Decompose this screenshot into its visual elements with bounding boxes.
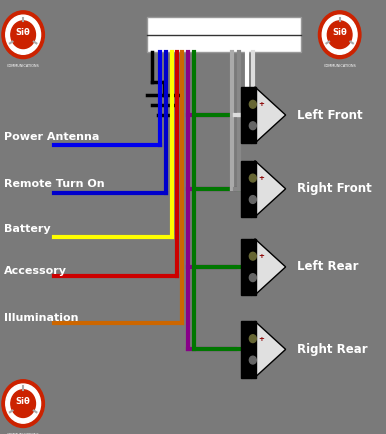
Text: +: + (258, 335, 264, 342)
Circle shape (11, 21, 36, 49)
Text: Left Front: Left Front (297, 108, 363, 122)
Bar (241, 161, 251, 217)
Text: Right Rear: Right Rear (297, 343, 368, 356)
Bar (251, 321, 256, 378)
Text: +: + (258, 175, 264, 181)
Circle shape (2, 11, 44, 59)
Bar (251, 239, 256, 295)
Circle shape (249, 174, 256, 182)
Text: COMMUNICATIONS: COMMUNICATIONS (7, 433, 39, 434)
Text: Siθ: Siθ (16, 29, 30, 37)
Text: Left Rear: Left Rear (297, 260, 359, 273)
Text: Power Antenna: Power Antenna (4, 132, 99, 142)
Bar (251, 87, 256, 143)
Polygon shape (255, 161, 286, 217)
Circle shape (327, 21, 352, 49)
Text: Illumination: Illumination (4, 312, 78, 323)
Polygon shape (255, 87, 286, 143)
Bar (241, 321, 251, 378)
Circle shape (318, 11, 361, 59)
Circle shape (6, 384, 41, 423)
Text: Accessory: Accessory (4, 266, 67, 276)
Circle shape (249, 100, 256, 108)
Text: COMMUNICATIONS: COMMUNICATIONS (323, 64, 356, 68)
Circle shape (6, 15, 41, 54)
Bar (241, 87, 251, 143)
Polygon shape (255, 321, 286, 378)
Circle shape (249, 356, 256, 364)
Circle shape (249, 252, 256, 260)
Text: +: + (258, 101, 264, 107)
Circle shape (249, 335, 256, 342)
Circle shape (249, 196, 256, 204)
Circle shape (11, 390, 36, 418)
Text: COMMUNICATIONS: COMMUNICATIONS (7, 64, 39, 68)
Text: Right Front: Right Front (297, 182, 372, 195)
Circle shape (249, 122, 256, 130)
Circle shape (322, 15, 357, 54)
Text: Siθ: Siθ (16, 398, 30, 406)
Bar (147, 17, 301, 52)
Text: Remote Turn On: Remote Turn On (4, 179, 105, 190)
Polygon shape (255, 239, 286, 295)
Circle shape (249, 274, 256, 282)
Circle shape (2, 380, 44, 427)
Bar (251, 161, 256, 217)
Bar (241, 239, 251, 295)
Text: Siθ: Siθ (332, 29, 347, 37)
Text: Battery: Battery (4, 224, 51, 234)
Text: +: + (258, 253, 264, 259)
